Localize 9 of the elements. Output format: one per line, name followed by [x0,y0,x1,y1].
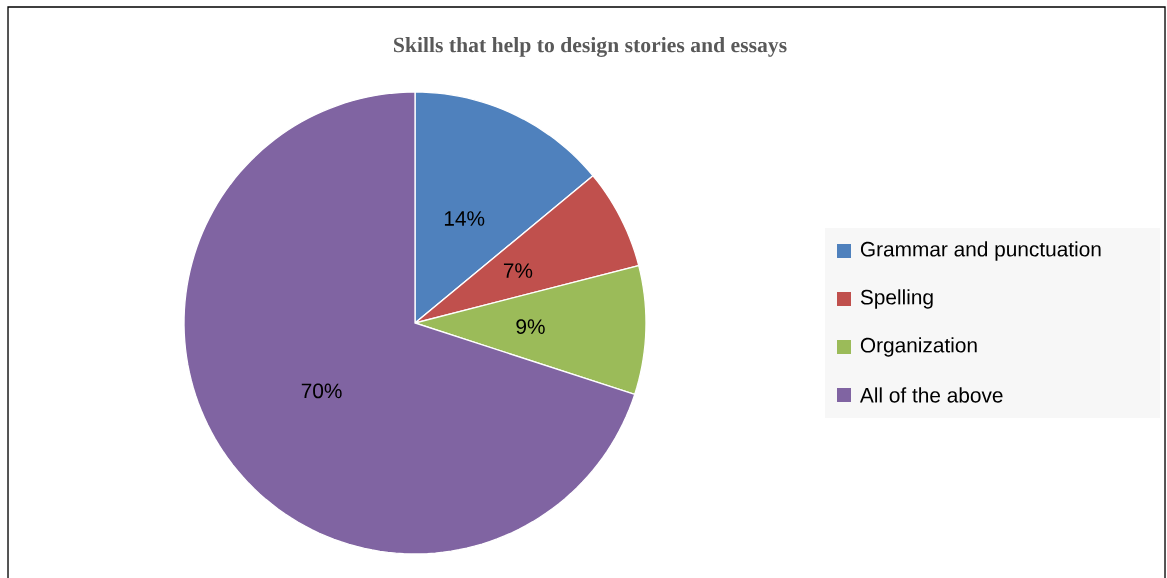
legend-label: Spelling [860,289,933,309]
data-label: 70% [301,383,342,399]
data-label: 9% [516,319,545,334]
data-label: 14% [444,211,485,226]
legend-label: All of the above [859,387,1003,403]
legend-label: Grammar and punctuation [860,241,1101,261]
data-label: 7% [503,263,533,278]
legend-label: Organization [860,337,977,357]
chart-title: Skills that help to design stories and essays [394,37,787,57]
